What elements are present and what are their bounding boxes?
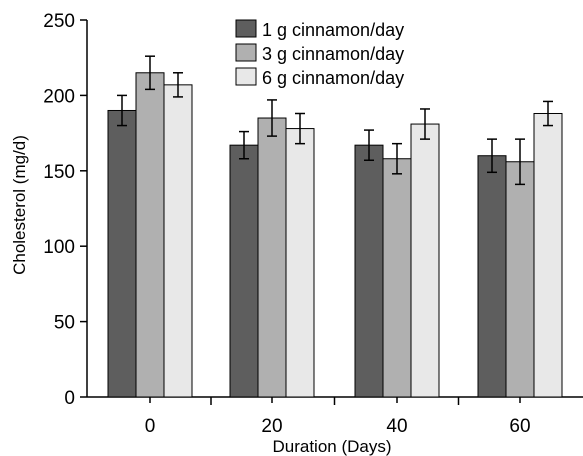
- x-axis-title: Duration (Days): [272, 437, 391, 456]
- y-tick-label: 0: [64, 388, 75, 409]
- y-tick-label: 200: [43, 86, 75, 107]
- legend: 1 g cinnamon/day 3 g cinnamon/day 6 g ci…: [235, 19, 404, 88]
- legend-swatch-series-3: [235, 67, 257, 86]
- x-tick-label: 20: [261, 416, 282, 437]
- bar-series-3-cat-0: [163, 84, 193, 398]
- x-tick-label: 40: [386, 416, 407, 437]
- legend-swatch-series-2: [235, 43, 257, 62]
- bar-series-3-cat-40: [410, 123, 440, 398]
- legend-label-series-2: 3 g cinnamon/day: [262, 44, 404, 64]
- bar-series-2-cat-60: [505, 161, 535, 398]
- y-tick-label: 150: [43, 162, 75, 183]
- bar-series-3-cat-20: [285, 128, 315, 398]
- y-axis-title: Cholesterol (mg/d): [10, 135, 29, 275]
- bar-series-2-cat-0: [135, 72, 165, 398]
- error-bars: [117, 55, 553, 186]
- bars: [107, 72, 563, 398]
- y-ticks: 0 50 100 150 200 250: [43, 11, 87, 409]
- x-tick-label: 60: [509, 416, 530, 437]
- bar-series-3-cat-60: [533, 112, 563, 398]
- y-tick-label: 100: [43, 237, 75, 258]
- bar-series-1-cat-60: [477, 155, 507, 398]
- bar-series-1-cat-0: [107, 109, 137, 398]
- bar-series-1-cat-20: [229, 144, 259, 398]
- bar-series-2-cat-20: [257, 117, 287, 398]
- legend-swatch-series-1: [235, 19, 257, 38]
- x-tick-label: 0: [145, 416, 156, 437]
- y-tick-label: 50: [54, 313, 75, 334]
- bar-series-2-cat-40: [382, 158, 412, 398]
- x-ticks: 0 20 40 60: [145, 397, 531, 437]
- y-tick-label: 250: [43, 11, 75, 32]
- legend-label-series-3: 6 g cinnamon/day: [262, 68, 404, 88]
- bar-series-1-cat-40: [354, 144, 384, 398]
- legend-label-series-1: 1 g cinnamon/day: [262, 20, 404, 40]
